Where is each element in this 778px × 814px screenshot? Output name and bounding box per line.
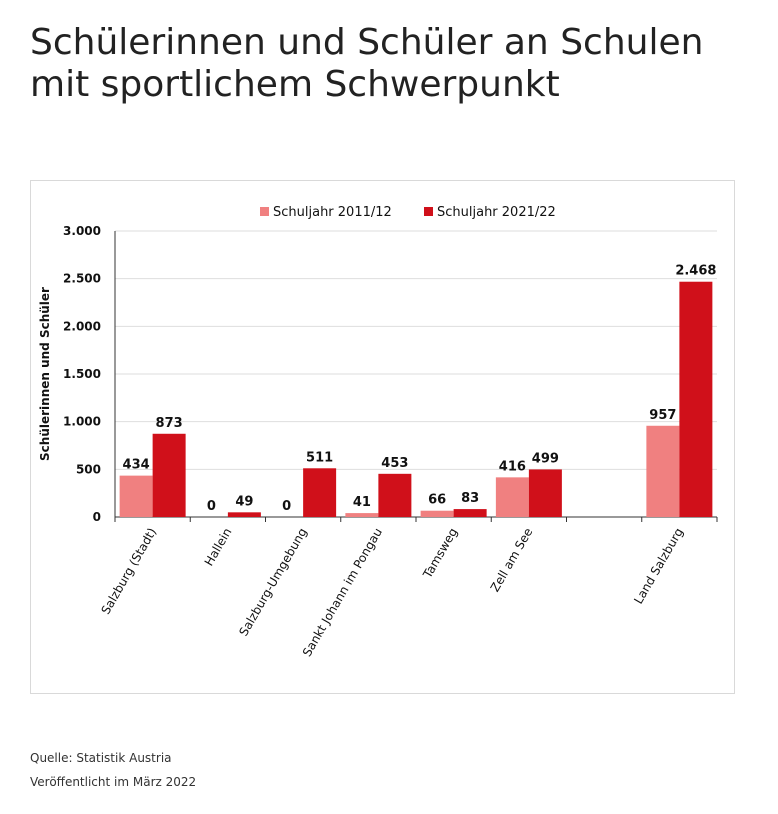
- source-note: Quelle: Statistik Austria: [30, 751, 172, 765]
- bar-2011-12: [646, 425, 680, 517]
- bar-2011-12: [420, 510, 454, 517]
- legend-label: Schuljahr 2021/22: [437, 205, 556, 220]
- data-label: 66: [428, 493, 446, 508]
- data-label: 957: [649, 408, 676, 423]
- data-label: 0: [282, 499, 291, 514]
- y-tick-label: 500: [76, 462, 101, 476]
- data-label: 873: [156, 416, 183, 431]
- page-title-line-2: mit sportlichem Schwerpunkt: [30, 64, 560, 105]
- data-label: 83: [461, 491, 479, 506]
- bar-2021-22: [378, 473, 412, 517]
- y-tick-label: 3.000: [63, 224, 101, 238]
- data-label: 2.468: [675, 264, 716, 279]
- legend-label: Schuljahr 2011/12: [273, 205, 392, 220]
- bar-2021-22: [227, 512, 261, 517]
- data-label: 49: [235, 494, 253, 509]
- data-label: 453: [381, 456, 408, 471]
- bar-2021-22: [152, 433, 186, 517]
- bar-2021-22: [528, 469, 562, 517]
- x-tick-label: Salzburg-Umgebung: [236, 526, 309, 639]
- bar-2011-12: [119, 475, 153, 517]
- bar-2011-12: [495, 477, 529, 517]
- data-label: 434: [123, 458, 150, 473]
- x-tick-label: Salzburg (Stadt): [98, 526, 159, 617]
- y-tick-label: 2.000: [63, 319, 101, 333]
- y-tick-label: 1.500: [63, 367, 101, 381]
- published-note: Veröffentlicht im März 2022: [30, 775, 197, 789]
- data-label: 511: [306, 450, 333, 465]
- bar-2021-22: [679, 281, 713, 517]
- chart-container: 0 500 1.000 1.500 2.000 2.500 3.000 Schülerinne…: [30, 180, 735, 694]
- x-tick-label: Land Salzburg: [631, 526, 686, 607]
- bar-2021-22: [303, 468, 337, 517]
- data-label: 416: [499, 459, 526, 474]
- legend-swatch: [424, 207, 433, 216]
- x-tick-label: Hallein: [202, 526, 235, 569]
- x-tick-label: Zell am See: [488, 526, 536, 595]
- x-tick-label: Tamsweg: [420, 526, 460, 582]
- page-title: Schülerinnen und Schüler an Schulen mit …: [30, 22, 750, 106]
- bar-2021-22: [453, 509, 487, 517]
- data-label: 0: [207, 499, 216, 514]
- y-tick-label: 2.500: [63, 272, 101, 286]
- data-label: 41: [353, 495, 371, 510]
- y-tick-label: 0: [93, 510, 101, 524]
- page-title-line-1: Schülerinnen und Schüler an Schulen: [30, 22, 704, 63]
- bar-chart: 0 500 1.000 1.500 2.000 2.500 3.000 Schülerinne…: [38, 205, 718, 660]
- bar-2011-12: [345, 513, 379, 517]
- data-label: 499: [532, 451, 559, 466]
- x-tick-label: Sankt Johann im Pongau: [300, 526, 385, 660]
- y-axis-title: Schülerinnen und Schüler: [38, 287, 52, 461]
- legend-swatch: [260, 207, 269, 216]
- y-tick-label: 1.000: [63, 415, 101, 429]
